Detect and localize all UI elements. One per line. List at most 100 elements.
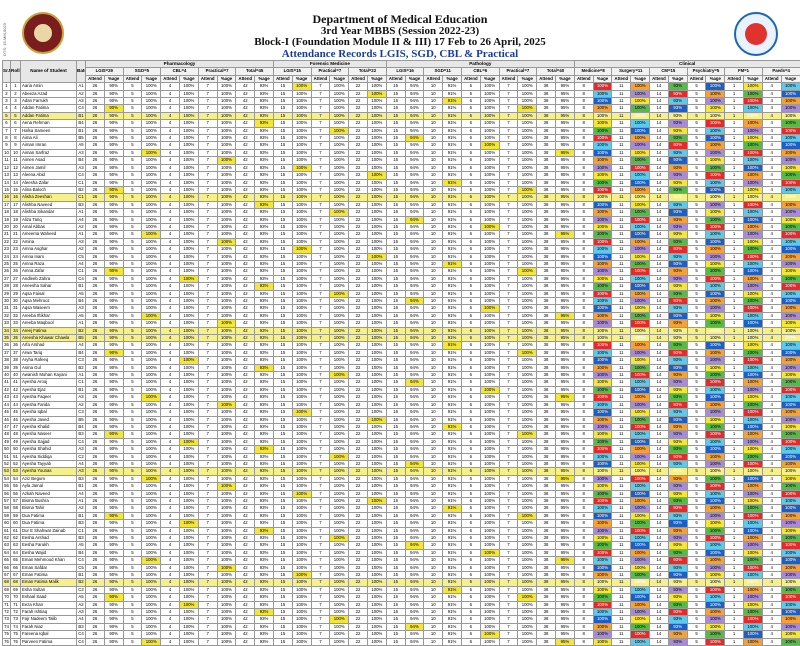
- pharma-cell: 4: [161, 394, 180, 401]
- clinical-cell: 93%: [668, 557, 687, 564]
- clinical-cell: 1: [725, 557, 744, 564]
- student-sr: 71: [3, 601, 11, 608]
- patho-cell: 7: [499, 527, 518, 534]
- student-roll: 72: [11, 609, 21, 616]
- forensic-cell: 100%: [292, 149, 311, 156]
- pharma-cell: 100%: [142, 616, 161, 623]
- student-sr: 31: [3, 305, 11, 312]
- student-name: Alishba Naveed: [21, 201, 77, 208]
- clinical-cell: 11: [612, 416, 631, 423]
- forensic-cell: 15: [273, 290, 292, 297]
- pharma-cell: 100%: [217, 631, 236, 638]
- patho-cell: 91%: [443, 609, 462, 616]
- patho-cell: 100%: [518, 372, 537, 379]
- patho-cell: 15: [386, 438, 405, 445]
- clinical-cell: 100%: [744, 497, 763, 504]
- student-batch: A3: [77, 164, 86, 171]
- pharma-cell: 5: [123, 260, 142, 267]
- patho-cell: 10: [424, 631, 443, 638]
- pharma-cell: 42: [236, 505, 255, 512]
- clinical-cell: 100%: [781, 253, 800, 260]
- patho-cell: 7: [499, 372, 518, 379]
- pharma-cell: 7: [198, 320, 217, 327]
- patho-cell: 7: [499, 105, 518, 112]
- clinical-cell: 93%: [668, 520, 687, 527]
- forensic-cell: 15: [273, 423, 292, 430]
- pharma-cell: 7: [198, 631, 217, 638]
- pharma-cell: 42: [236, 186, 255, 193]
- pharma-cell: 26: [86, 416, 105, 423]
- pharma-cell: 93%: [255, 164, 274, 171]
- forensic-cell: 22: [349, 623, 368, 630]
- patho-cell: 91%: [443, 327, 462, 334]
- pharma-cell: 90%: [104, 601, 123, 608]
- patho-cell: 100%: [480, 112, 499, 119]
- pharma-cell: 5: [123, 201, 142, 208]
- pharma-cell: 5: [123, 157, 142, 164]
- patho-cell: 7: [499, 512, 518, 519]
- pharma-cell: 100%: [217, 172, 236, 179]
- unit-header-pct: %age: [668, 75, 687, 82]
- clinical-cell: 1: [725, 327, 744, 334]
- clinical-cell: 100%: [706, 305, 725, 312]
- patho-cell: 100%: [480, 453, 499, 460]
- pharma-cell: 90%: [104, 379, 123, 386]
- clinical-cell: 8: [574, 260, 593, 267]
- pharma-cell: 26: [86, 401, 105, 408]
- patho-cell: 6: [461, 431, 480, 438]
- clinical-cell: 14: [650, 172, 669, 179]
- pharma-cell: 26: [86, 379, 105, 386]
- clinical-cell: 100%: [781, 357, 800, 364]
- student-roll: 26: [11, 268, 21, 275]
- forensic-cell: 15: [273, 623, 292, 630]
- patho-cell: 95%: [555, 386, 574, 393]
- clinical-cell: 100%: [744, 379, 763, 386]
- clinical-cell: 14: [650, 157, 669, 164]
- patho-cell: 95%: [555, 216, 574, 223]
- clinical-cell: 8: [574, 549, 593, 556]
- pharma-cell: 93%: [255, 127, 274, 134]
- patho-cell: 7: [499, 253, 518, 260]
- clinical-cell: 100%: [593, 468, 612, 475]
- patho-cell: 7: [499, 260, 518, 267]
- pharma-cell: 100%: [142, 453, 161, 460]
- patho-cell: 100%: [518, 394, 537, 401]
- patho-cell: 38: [537, 631, 556, 638]
- student-name: Abeeza Azad: [21, 90, 77, 97]
- forensic-cell: 22: [349, 520, 368, 527]
- pharma-cell: 90%: [104, 149, 123, 156]
- forensic-cell: 100%: [367, 283, 386, 290]
- clinical-cell: 100%: [781, 194, 800, 201]
- pharma-cell: 93%: [255, 616, 274, 623]
- clinical-cell: 100%: [744, 453, 763, 460]
- pharma-cell: 26: [86, 201, 105, 208]
- clinical-cell: 93%: [668, 394, 687, 401]
- patho-cell: 10: [424, 379, 443, 386]
- clinical-cell: 11: [612, 342, 631, 349]
- patho-cell: 100%: [518, 268, 537, 275]
- clinical-cell: 100%: [631, 179, 650, 186]
- patho-cell: 38: [537, 201, 556, 208]
- forensic-cell: 100%: [330, 320, 349, 327]
- clinical-cell: 1: [725, 490, 744, 497]
- forensic-cell: 7: [311, 557, 330, 564]
- pharma-cell: 90%: [104, 460, 123, 467]
- clinical-cell: 100%: [706, 120, 725, 127]
- pharma-cell: 100%: [142, 475, 161, 482]
- forensic-cell: 100%: [367, 246, 386, 253]
- student-batch: C4: [77, 557, 86, 564]
- clinical-cell: 100%: [744, 572, 763, 579]
- clinical-cell: 100%: [593, 327, 612, 334]
- student-roll: 30: [11, 298, 21, 305]
- clinical-cell: 100%: [781, 594, 800, 601]
- patho-cell: 10: [424, 386, 443, 393]
- patho-cell: 91%: [443, 223, 462, 230]
- student-name: Alina Baloch: [21, 186, 77, 193]
- clinical-cell: 100%: [593, 105, 612, 112]
- patho-cell: 15: [386, 342, 405, 349]
- patho-cell: 95%: [555, 283, 574, 290]
- clinical-cell: 4: [762, 446, 781, 453]
